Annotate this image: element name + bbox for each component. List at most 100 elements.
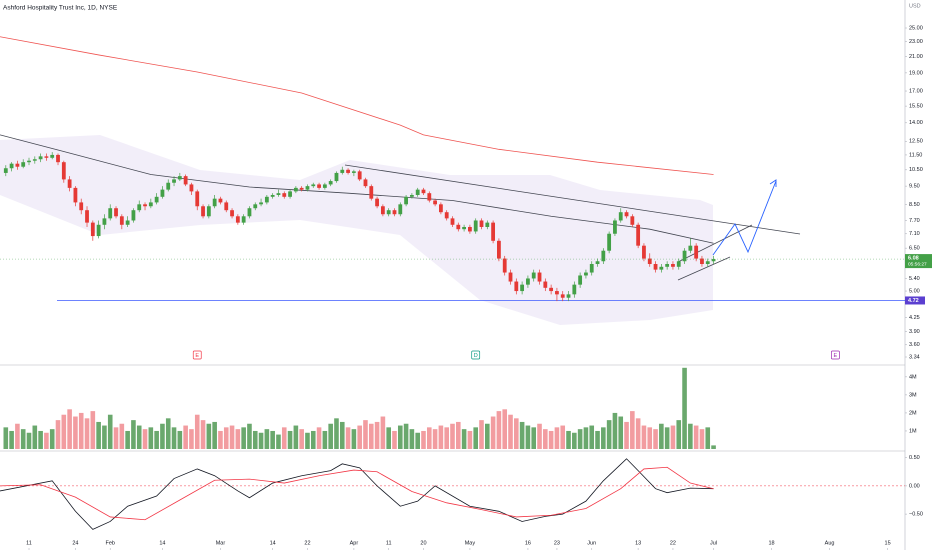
candle-body [189,184,194,192]
volume-bar [589,425,595,449]
volume-bar [26,432,32,449]
x-tick-label: 22 [304,540,310,546]
volume-bar [136,425,142,449]
volume-bar [676,420,682,449]
x-tick-label: Jul [710,540,717,546]
x-tick-label: Jun [587,540,596,546]
event-label: E [195,353,199,359]
volume-bar [229,425,235,449]
volume-bar [154,430,159,449]
y-tick-label: 25.00 [909,25,923,31]
y-tick-label: 3.90 [909,329,920,335]
volume-bar [258,432,264,449]
volume-bar [322,430,328,449]
candle-body [195,191,200,207]
candle-body [230,210,234,217]
candle-body [473,220,478,232]
candle-body [462,226,467,230]
volume-bar [641,425,647,449]
volume-bar [653,429,658,449]
volume-bar [206,423,212,449]
last-price-label: 6.08 [908,256,919,262]
volume-bar [514,418,519,449]
volume-bar [264,429,270,449]
event-label: D [474,353,478,359]
candle-body [119,216,124,225]
volume-bar [392,430,397,449]
candle-body [61,162,66,180]
candle-body [421,189,426,194]
candle-body [340,169,345,173]
candle-body [497,240,501,259]
candle-body [555,291,559,295]
volume-bar [397,425,403,449]
candle-body [694,245,699,259]
candle-body [642,245,646,259]
volume-bar [444,427,449,449]
volume-bar [548,430,554,449]
volume-bar [595,430,600,449]
volume-bar [473,427,479,449]
macd-line [0,466,714,521]
candle-body [456,224,461,230]
candle-body [166,182,171,190]
candle-body [566,294,571,298]
candle-body [346,169,350,173]
volume-bar [3,427,9,449]
volume-bar [247,423,252,449]
candle-body [676,261,681,267]
candle-body [653,264,658,270]
volume-bar [287,430,293,449]
candle-body [549,287,554,292]
volume-bar [456,421,461,449]
volume-bar [421,430,426,449]
candle-body [56,154,60,163]
candle-body [247,208,252,217]
candle-body [131,210,136,221]
level-tag [905,296,925,305]
volume-bar [96,421,101,449]
candle-body [148,202,153,207]
volume-bar [102,425,107,449]
price-tag [905,254,932,269]
volume-bar [525,425,531,449]
volume-bar [171,427,177,449]
volume-bar [183,425,188,449]
candle-body [572,284,577,295]
x-tick-label: Apr [350,540,359,546]
volume-bar [293,425,299,449]
candle-body [44,156,49,158]
x-tick-label: 15 [885,540,891,546]
x-tick-label: 14 [270,540,276,546]
event-marker [192,350,202,360]
y-tick-label: 17.00 [909,88,923,94]
volume-bar [55,420,61,449]
volume-bar [310,430,316,449]
volume-bar [363,420,368,449]
y-tick-label: 3.34 [909,354,920,360]
candle-body [526,278,530,285]
candle-body [613,220,617,234]
volume-bar [688,423,693,449]
projection-arrow [712,180,777,256]
volume-bar [543,429,548,449]
volume-bar [357,425,362,449]
volume-bar [705,427,711,449]
y-tick-label: 12.50 [909,139,923,145]
volume-bar [630,411,635,449]
volume-bar [618,416,624,449]
volume-bar [235,429,241,449]
candle-body [160,189,165,197]
volume-bar [305,432,310,449]
volume-bar [339,421,345,449]
candle-body [288,191,292,197]
candle-body [543,281,548,288]
candle-body [688,245,693,251]
candle-body [705,261,710,265]
x-tick-label: Feb [105,540,114,546]
x-tick-label: 13 [635,540,641,546]
volume-bar [670,425,676,449]
y-tick-label: 0.50 [909,455,920,461]
volume-bar [281,427,287,449]
y-tick-label: 5.40 [909,276,920,282]
